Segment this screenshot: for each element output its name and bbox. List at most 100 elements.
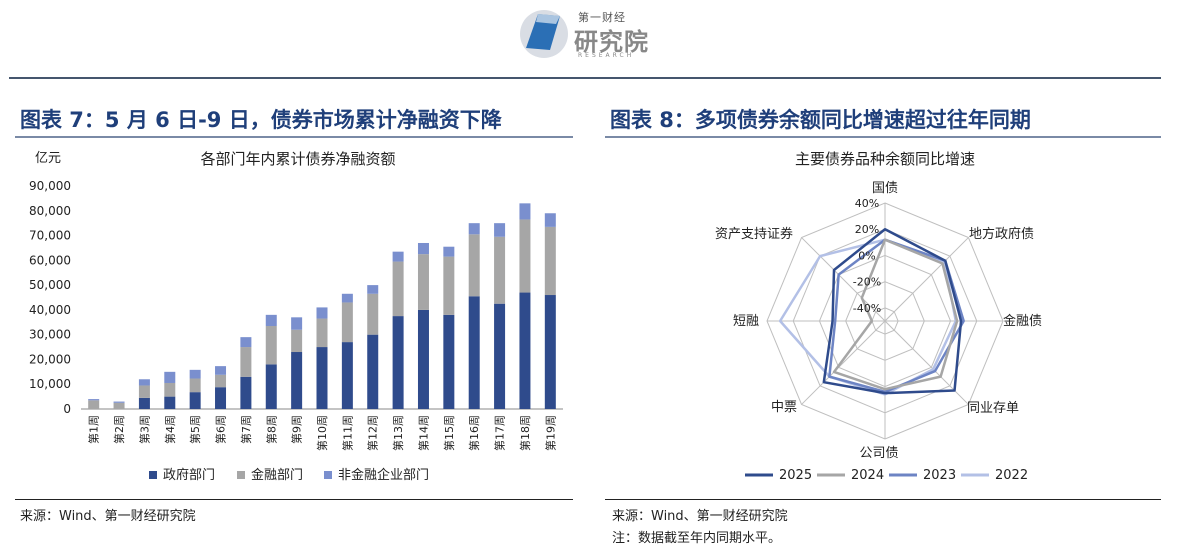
logo-mark-icon	[520, 10, 568, 58]
y-axis-unit: 亿元	[35, 151, 61, 166]
right-source-divider	[605, 499, 1161, 500]
right-note: 注：数据截至年内同期水平。	[612, 531, 782, 546]
x-tick-label: 第1周	[87, 415, 101, 444]
y-tick-label: 0	[63, 402, 71, 416]
bar-segment	[544, 295, 556, 409]
y-tick-label: 10,000	[29, 377, 71, 391]
bar-segment	[367, 334, 379, 409]
x-tick-label: 第18周	[518, 415, 532, 451]
radar-category-label: 公司债	[859, 446, 898, 461]
bar-segment	[189, 378, 201, 393]
bar-segment	[316, 347, 328, 409]
bar-segment	[316, 318, 328, 348]
bar-segment	[519, 219, 531, 293]
x-tick-label: 第17周	[493, 415, 507, 451]
bar-segment	[88, 399, 100, 401]
right-title-underline	[605, 136, 1161, 138]
chart-title: 各部门年内累计债券净融资额	[200, 150, 395, 168]
bar-segment	[265, 364, 277, 409]
radar-category-label: 金融债	[1003, 313, 1042, 329]
bar-segment	[468, 223, 480, 235]
left-title-underline	[15, 136, 573, 138]
bar-segment	[88, 400, 100, 409]
radar-tick-label: -40%	[853, 302, 881, 315]
bar-segment	[138, 397, 150, 409]
bar-segment	[468, 234, 480, 297]
legend-label: 2024	[851, 468, 884, 483]
bar-segment	[291, 352, 303, 409]
bar-segment	[341, 342, 353, 409]
x-tick-label: 第9周	[290, 415, 304, 444]
legend-swatch	[324, 471, 332, 479]
radar-chart: 主要债券品种余额同比增速 40% 20% 0% -20% -40% 国债地方政府债金融债同业…	[715, 150, 1042, 483]
y-tick-label: 50,000	[29, 278, 71, 292]
logo-text-top: 第一财经	[578, 11, 626, 24]
bar-segment	[138, 385, 150, 398]
y-tick-label: 20,000	[29, 352, 71, 366]
legend-label: 金融部门	[251, 467, 303, 483]
header-divider	[9, 77, 1161, 79]
bar-segment	[164, 371, 176, 383]
bar-segment	[164, 396, 176, 409]
radar-tick-label: 20%	[855, 223, 879, 236]
bar-segment	[392, 261, 404, 317]
x-tick-label: 第15周	[442, 415, 456, 451]
y-tick-label: 70,000	[29, 229, 71, 243]
radar-tick-label: 0%	[858, 249, 875, 262]
bar-segment	[138, 379, 150, 386]
bar-segment	[367, 293, 379, 335]
left-figure-title: 图表 7：5 月 6 日-9 日，债券市场累计净融资下降	[20, 108, 502, 132]
x-tick-label: 第13周	[391, 415, 405, 451]
x-tick-label: 第19周	[543, 415, 557, 451]
radar-category-label: 中票	[771, 400, 797, 415]
bar-segment	[443, 314, 455, 409]
x-tick-label: 第7周	[239, 415, 253, 444]
bar-segment	[240, 337, 252, 348]
legend-swatch	[237, 471, 245, 479]
logo-text-en: RESEARCH	[578, 52, 635, 59]
y-tick-label: 30,000	[29, 328, 71, 342]
logo-text-main: 研究院	[574, 28, 649, 56]
x-tick-label: 第16周	[467, 415, 481, 451]
bar-segment	[468, 296, 480, 409]
bar-segment	[392, 251, 404, 262]
bar-segment	[443, 246, 455, 257]
bar-segment	[443, 256, 455, 315]
x-tick-label: 第3周	[137, 415, 151, 444]
radar-category-label: 短融	[733, 314, 759, 329]
radar-tick-label: -20%	[853, 276, 881, 289]
x-tick-label: 第10周	[315, 415, 329, 451]
legend-label: 非金融企业部门	[338, 467, 429, 483]
radar-series-line	[832, 238, 959, 391]
bar-segment	[113, 402, 125, 409]
bar-segment	[265, 325, 277, 365]
left-source-divider	[15, 499, 573, 500]
bar-segment	[519, 292, 531, 409]
x-tick-label: 第8周	[264, 415, 278, 444]
radar-category-label: 同业存单	[967, 401, 1019, 416]
y-tick-label: 80,000	[29, 204, 71, 218]
left-source: 来源：Wind、第一财经研究院	[20, 509, 196, 524]
x-tick-label: 第11周	[340, 415, 354, 451]
bar-segment	[316, 307, 328, 319]
bar-segment	[494, 236, 506, 304]
bar-segment	[544, 226, 556, 296]
bar-segment	[215, 374, 227, 388]
right-figure-title: 图表 8：多项债券余额同比增速超过往年同期	[610, 108, 1031, 132]
radar-spoke	[801, 237, 886, 322]
y-tick-label: 90,000	[29, 179, 71, 193]
radar-category-label: 地方政府债	[969, 226, 1034, 242]
x-tick-label: 第14周	[416, 415, 430, 451]
bar-segment	[417, 309, 429, 409]
bar-segment	[494, 303, 506, 409]
bar-segment	[417, 254, 429, 310]
bar-segment	[367, 285, 379, 294]
bar-segment	[494, 223, 506, 237]
legend-label: 2025	[779, 468, 812, 483]
bar-segment	[164, 382, 176, 397]
bar-segment	[189, 392, 201, 409]
logo	[516, 4, 666, 64]
radar-spoke	[884, 237, 969, 322]
y-tick-label: 60,000	[29, 253, 71, 267]
legend-label: 2022	[995, 468, 1028, 483]
